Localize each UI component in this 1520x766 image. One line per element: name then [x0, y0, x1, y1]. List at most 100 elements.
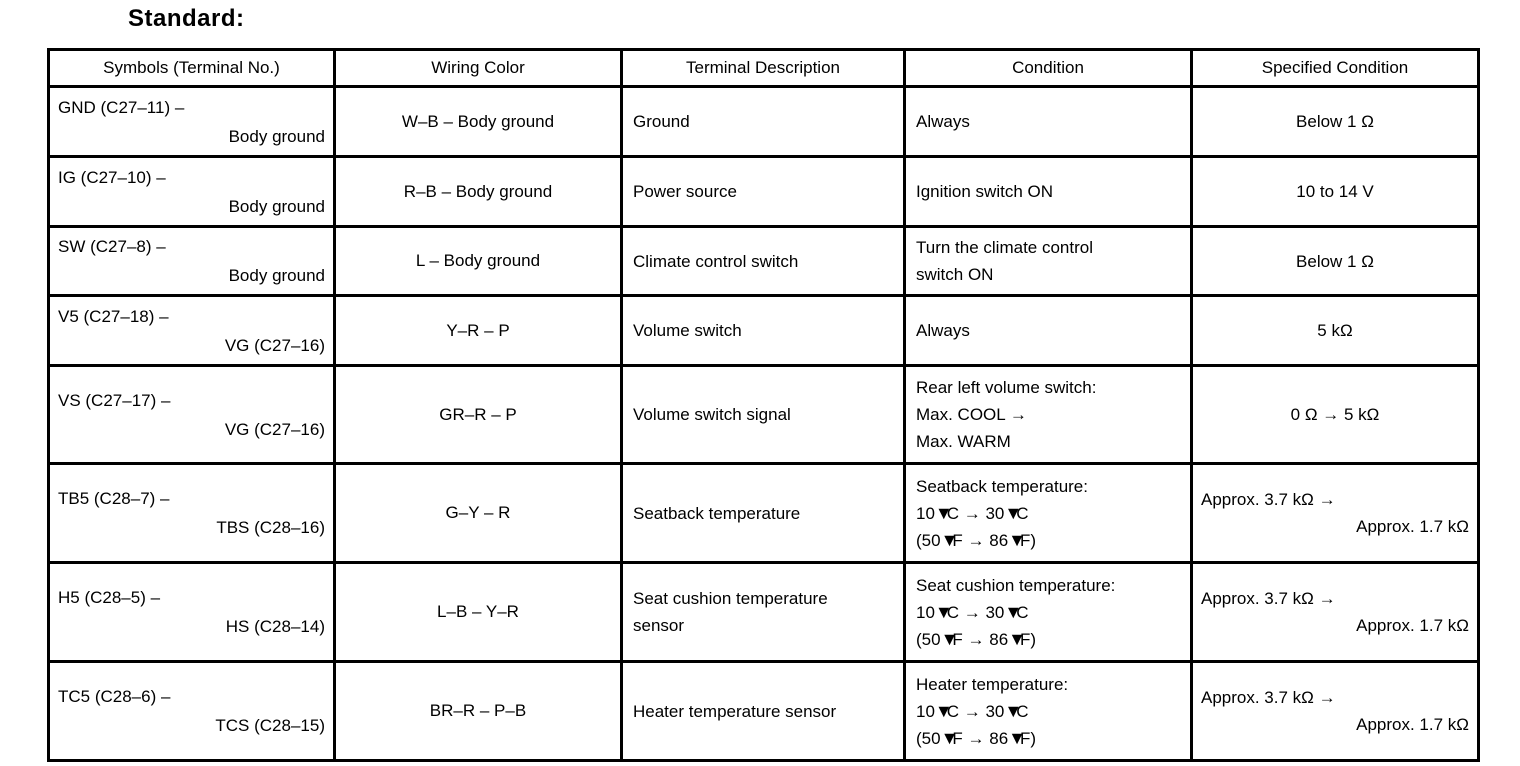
cell-line: Approx. 1.7 kΩ: [1356, 517, 1469, 536]
cell-line: Approx. 1.7 kΩ: [1356, 715, 1469, 734]
page-title: Standard:: [128, 5, 245, 32]
table-row: SW (C27–8) – Body ground L – Body ground Cl…: [47, 225, 1480, 297]
cell-line: Max. WARM: [916, 432, 1011, 451]
degree-symbol: ▼: [940, 727, 959, 748]
cell-line: 10 to 14 V: [1296, 182, 1374, 201]
cell-line: (50▼F → 86▼F): [916, 529, 1037, 550]
specified-condition-cell: Approx. 3.7 kΩ → Approx. 1.7 kΩ: [1190, 561, 1480, 663]
cell-line: 5 kΩ: [1317, 321, 1353, 340]
cell-line: GND (C27–11) –: [58, 97, 185, 117]
specified-condition-cell: 10 to 14 V: [1190, 155, 1480, 228]
cell-line: Seatback temperature:: [916, 476, 1088, 496]
cell-line: V5 (C27–18) –: [58, 306, 169, 326]
terminal-description-cell: Volume switch signal: [620, 364, 906, 465]
table-row: TB5 (C28–7) – TBS (C28–16) G–Y – R Seatback…: [47, 462, 1480, 564]
terminal-description-cell: Seat cushion temperature sensor: [620, 561, 906, 663]
cell-line: TBS (C28–16): [216, 518, 325, 537]
cell-line: SW (C27–8) –: [58, 237, 166, 256]
condition-cell: Seatback temperature: 10▼C → 30▼C (50▼F → …: [903, 462, 1193, 564]
cell-line: (50▼F → 86▼F): [916, 727, 1037, 748]
degree-symbol: ▼: [1008, 529, 1026, 550]
condition-cell: Turn the climate control switch ON: [903, 225, 1193, 297]
cell-line: 0 Ω → 5 kΩ: [1290, 405, 1380, 424]
cell-line: Heater temperature sensor: [633, 701, 837, 721]
column-header: Symbols (Terminal No.): [47, 48, 336, 88]
symbols-cell: GND (C27–11) – Body ground: [47, 85, 336, 158]
cell-line: Approx. 3.7 kΩ →: [1201, 688, 1336, 707]
cell-line: VG (C27–16): [224, 335, 325, 355]
cell-line: sensor: [633, 616, 685, 635]
cell-line: VG (C27–16): [224, 419, 325, 439]
degree-symbol: ▼: [1004, 502, 1023, 523]
specified-condition-cell: Approx. 3.7 kΩ → Approx. 1.7 kΩ: [1190, 660, 1480, 762]
degree-symbol: ▼: [940, 529, 959, 550]
terminal-spec-table: Symbols (Terminal No.) Wiring Color Termin…: [47, 48, 1480, 762]
condition-cell: Always: [903, 294, 1193, 367]
cell-line: Ignition switch ON: [916, 182, 1053, 201]
cell-line: Turn the climate control: [916, 238, 1093, 257]
wiring-color-cell: GR–R – P: [333, 364, 623, 465]
symbols-cell: VS (C27–17) – VG (C27–16): [47, 364, 336, 465]
wiring-color-cell: R–B – Body ground: [333, 155, 623, 228]
column-header: Condition: [903, 48, 1193, 88]
cell-line: 10▼C → 30▼C: [916, 502, 1029, 523]
cell-line: H5 (C28–5) –: [58, 588, 161, 607]
terminal-description-cell: Power source: [620, 155, 906, 228]
terminal-description-cell: Volume switch: [620, 294, 906, 367]
cell-line: Ground: [633, 112, 690, 131]
specified-condition-cell: 0 Ω → 5 kΩ: [1190, 364, 1480, 465]
table-row: TC5 (C28–6) – TCS (C28–15) BR–R – P–B Heate…: [47, 660, 1480, 762]
cell-line: 10▼C → 30▼C: [916, 601, 1029, 622]
cell-line: Body ground: [228, 196, 325, 216]
cell-line: HS (C28–14): [225, 617, 325, 636]
wiring-color-cell: L – Body ground: [333, 225, 623, 297]
wiring-color-cell: Y–R – P: [333, 294, 623, 367]
cell-line: TC5 (C28–6) –: [58, 687, 171, 706]
cell-line: TB5 (C28–7) –: [58, 489, 170, 508]
degree-symbol: ▼: [1008, 628, 1026, 649]
table-row: IG (C27–10) – Body ground R–B – Body groun…: [47, 155, 1480, 228]
cell-line: Volume switch: [633, 321, 742, 340]
cell-line: Volume switch signal: [633, 405, 791, 424]
cell-line: (50▼F → 86▼F): [916, 628, 1037, 649]
table-row: H5 (C28–5) – HS (C28–14) L–B – Y–R Seat cus…: [47, 561, 1480, 663]
symbols-cell: SW (C27–8) – Body ground: [47, 225, 336, 297]
degree-symbol: ▼: [934, 601, 953, 622]
terminal-description-cell: Ground: [620, 85, 906, 158]
condition-cell: Heater temperature: 10▼C → 30▼C (50▼F → 86…: [903, 660, 1193, 762]
wiring-color-cell: L–B – Y–R: [333, 561, 623, 663]
degree-symbol: ▼: [940, 628, 959, 649]
cell-line: Approx. 1.7 kΩ: [1356, 616, 1469, 635]
column-header: Specified Condition: [1190, 48, 1480, 88]
symbols-cell: IG (C27–10) – Body ground: [47, 155, 336, 228]
symbols-cell: V5 (C27–18) – VG (C27–16): [47, 294, 336, 367]
cell-line: Approx. 3.7 kΩ →: [1201, 589, 1336, 608]
symbols-cell: TB5 (C28–7) – TBS (C28–16): [47, 462, 336, 564]
cell-line: Power source: [633, 182, 737, 201]
condition-cell: Seat cushion temperature: 10▼C → 30▼C (50▼…: [903, 561, 1193, 663]
cell-line: VS (C27–17) –: [58, 390, 171, 410]
column-header: Wiring Color: [333, 48, 623, 88]
degree-symbol: ▼: [1008, 727, 1026, 748]
cell-line: Body ground: [228, 126, 325, 146]
condition-cell: Rear left volume switch: Max. COOL → Max. …: [903, 364, 1193, 465]
cell-line: Seat cushion temperature:: [916, 575, 1116, 595]
table-body: GND (C27–11) – Body ground W–B – Body grou…: [47, 85, 1480, 762]
degree-symbol: ▼: [1004, 601, 1023, 622]
cell-line: Body ground: [228, 266, 325, 285]
table-row: GND (C27–11) – Body ground W–B – Body grou…: [47, 85, 1480, 158]
cell-line: Below 1 Ω: [1296, 251, 1374, 271]
symbols-cell: H5 (C28–5) – HS (C28–14): [47, 561, 336, 663]
column-header: Terminal Description: [620, 48, 906, 88]
header-row: Symbols (Terminal No.) Wiring Color Termin…: [47, 48, 1480, 88]
degree-symbol: ▼: [934, 502, 953, 523]
cell-line: Rear left volume switch:: [916, 378, 1097, 397]
condition-cell: Ignition switch ON: [903, 155, 1193, 228]
table-row: VS (C27–17) – VG (C27–16) GR–R – P Volume s…: [47, 364, 1480, 465]
cell-line: Always: [916, 112, 970, 131]
cell-line: 10▼C → 30▼C: [916, 700, 1029, 721]
cell-line: switch ON: [916, 265, 994, 284]
terminal-description-cell: Seatback temperature: [620, 462, 906, 564]
cell-line: TCS (C28–15): [215, 716, 325, 735]
wiring-color-cell: BR–R – P–B: [333, 660, 623, 762]
